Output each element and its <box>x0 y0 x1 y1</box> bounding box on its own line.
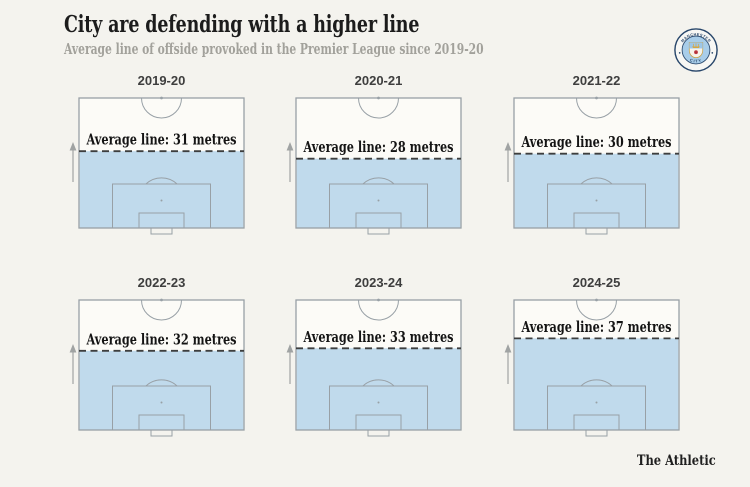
season-label: 2023-24 <box>355 275 403 290</box>
penalty-arc <box>362 379 395 387</box>
goal <box>585 227 608 235</box>
area-behind-line <box>79 151 244 228</box>
direction-arrow-head <box>286 142 294 151</box>
penalty-arc <box>580 177 613 185</box>
badge-rose-center <box>695 51 697 53</box>
centre-spot <box>377 96 380 100</box>
centre-circle-arc <box>576 299 617 321</box>
average-line-label: Average line: 37 metres <box>521 318 672 336</box>
direction-arrow-head <box>504 142 512 151</box>
season-label: 2019-20 <box>138 73 186 88</box>
centre-spot <box>595 96 598 100</box>
goal <box>150 429 173 437</box>
penalty-spot <box>160 199 163 202</box>
average-line-label: Average line: 31 metres <box>86 131 237 149</box>
centre-circle-arc <box>141 299 182 321</box>
centre-circle-arc <box>358 299 399 321</box>
badge-ring-bottom-text: CITY <box>689 58 703 63</box>
brand-logo: The Athletic <box>637 453 716 469</box>
area-behind-line <box>296 158 461 228</box>
badge-ship-masts <box>693 43 699 47</box>
season-label: 2022-23 <box>138 275 186 290</box>
page-title: City are defending with a higher line <box>64 11 420 38</box>
centre-spot <box>160 96 163 100</box>
badge-ship-hull <box>691 46 701 48</box>
direction-arrow-head <box>504 344 512 353</box>
average-line-label: Average line: 33 metres <box>303 328 454 346</box>
pitch-panel-2019-20: 2019-20 Average line: 31 metres <box>69 73 245 235</box>
direction-arrow-head <box>286 344 294 353</box>
area-behind-line <box>79 350 244 430</box>
centre-circle-arc <box>358 97 399 119</box>
penalty-spot <box>595 401 598 404</box>
penalty-spot <box>160 401 163 404</box>
penalty-arc <box>362 177 395 185</box>
centre-circle-arc <box>576 97 617 119</box>
goal <box>150 227 173 235</box>
penalty-spot <box>377 199 380 202</box>
penalty-arc <box>145 177 178 185</box>
pitch-panel-2022-23: 2022-23 Average line: 32 metres <box>69 275 245 437</box>
area-behind-line <box>514 153 679 228</box>
pitch-panel-2020-21: 2020-21 Average line: 28 metres <box>286 73 462 235</box>
centre-circle-arc <box>141 97 182 119</box>
badge-shield <box>688 41 704 58</box>
direction-arrow-head <box>69 142 77 151</box>
centre-spot <box>377 298 380 302</box>
goal <box>585 429 608 437</box>
man-city-badge-icon: MANCHESTER CITY <box>674 28 718 72</box>
pitch-markings <box>295 97 462 235</box>
average-line-label: Average line: 30 metres <box>521 133 672 151</box>
penalty-spot <box>595 199 598 202</box>
pitch-panel-2024-25: 2024-25 Average line: 37 metres <box>504 275 680 437</box>
season-label: 2021-22 <box>573 73 621 88</box>
average-line-label: Average line: 32 metres <box>86 330 237 348</box>
penalty-arc <box>145 379 178 387</box>
area-behind-line <box>514 338 679 430</box>
goal <box>367 227 390 235</box>
direction-arrow-head <box>69 344 77 353</box>
badge-right-dot <box>711 52 714 54</box>
season-label: 2020-21 <box>355 73 403 88</box>
area-behind-line <box>296 348 461 430</box>
penalty-arc <box>580 379 613 387</box>
centre-spot <box>595 298 598 302</box>
pitch-panel-2023-24: 2023-24 Average line: 33 metres <box>286 275 462 437</box>
average-line-label: Average line: 28 metres <box>303 138 454 156</box>
season-label: 2024-25 <box>573 275 621 290</box>
penalty-spot <box>377 401 380 404</box>
badge-left-dot <box>678 52 681 54</box>
pitch-panel-2021-22: 2021-22 Average line: 30 metres <box>504 73 680 235</box>
goal <box>367 429 390 437</box>
centre-spot <box>160 298 163 302</box>
page-subtitle: Average line of offside provoked in the … <box>64 41 484 58</box>
